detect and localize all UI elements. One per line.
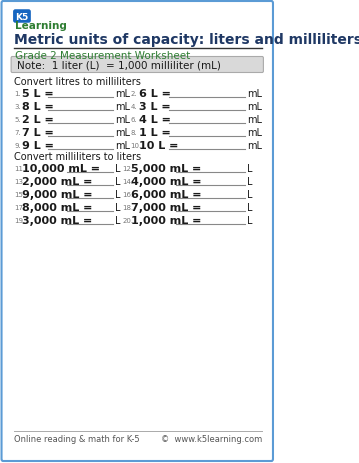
Text: L: L <box>247 216 252 225</box>
Text: 8 L =: 8 L = <box>22 102 54 112</box>
Text: mL: mL <box>247 141 262 150</box>
Text: 18.: 18. <box>123 205 134 211</box>
Text: 13.: 13. <box>15 179 26 185</box>
Text: 9.: 9. <box>15 143 21 149</box>
Text: 7.: 7. <box>15 130 21 136</box>
Text: 5.: 5. <box>15 117 21 123</box>
Text: mL: mL <box>247 115 262 125</box>
Text: L: L <box>115 176 121 187</box>
Text: L: L <box>115 202 121 213</box>
Text: L: L <box>247 163 252 174</box>
Text: 1.: 1. <box>15 91 21 97</box>
Text: mL: mL <box>115 128 130 138</box>
Text: 3.: 3. <box>15 104 21 110</box>
Text: L: L <box>247 189 252 200</box>
Text: 4.: 4. <box>130 104 137 110</box>
Text: 9,000 mL =: 9,000 mL = <box>22 189 93 200</box>
Text: 1 L =: 1 L = <box>139 128 171 138</box>
Text: 10,000 mL =: 10,000 mL = <box>22 163 100 174</box>
Text: mL: mL <box>115 102 130 112</box>
Text: 10 L =: 10 L = <box>139 141 178 150</box>
Text: L: L <box>115 216 121 225</box>
Text: L: L <box>115 189 121 200</box>
Text: 8,000 mL =: 8,000 mL = <box>22 202 93 213</box>
Text: 2.: 2. <box>130 91 137 97</box>
Text: 9 L =: 9 L = <box>22 141 54 150</box>
Text: mL: mL <box>115 89 130 99</box>
Text: 7 L =: 7 L = <box>22 128 54 138</box>
Text: 14.: 14. <box>123 179 134 185</box>
Text: Note:  1 liter (L)  = 1,000 milliliter (mL): Note: 1 liter (L) = 1,000 milliliter (mL… <box>17 60 221 70</box>
Text: mL: mL <box>247 89 262 99</box>
Text: 10.: 10. <box>130 143 141 149</box>
Text: 17.: 17. <box>15 205 26 211</box>
Text: 15.: 15. <box>15 192 26 198</box>
Text: L: L <box>115 163 121 174</box>
Text: 4 L =: 4 L = <box>139 115 171 125</box>
Text: 11.: 11. <box>15 166 26 172</box>
Text: mL: mL <box>115 141 130 150</box>
Text: K5: K5 <box>15 13 29 21</box>
Text: Grade 2 Measurement Worksheet: Grade 2 Measurement Worksheet <box>15 51 191 61</box>
Text: L: L <box>247 176 252 187</box>
FancyBboxPatch shape <box>11 57 264 73</box>
Text: 8.: 8. <box>130 130 137 136</box>
Text: 5 L =: 5 L = <box>22 89 54 99</box>
Text: mL: mL <box>247 128 262 138</box>
Text: 6 L =: 6 L = <box>139 89 171 99</box>
Text: 7,000 mL =: 7,000 mL = <box>131 202 201 213</box>
Text: 3,000 mL =: 3,000 mL = <box>22 216 93 225</box>
Text: Metric units of capacity: liters and milliliters: Metric units of capacity: liters and mil… <box>14 33 359 47</box>
Text: 12.: 12. <box>123 166 134 172</box>
Text: 5,000 mL =: 5,000 mL = <box>131 163 201 174</box>
Text: 3 L =: 3 L = <box>139 102 171 112</box>
Text: ©  www.k5learning.com: © www.k5learning.com <box>161 435 262 444</box>
Text: mL: mL <box>247 102 262 112</box>
Text: Learning: Learning <box>15 21 67 31</box>
Text: Online reading & math for K-5: Online reading & math for K-5 <box>14 435 139 444</box>
FancyBboxPatch shape <box>1 2 273 461</box>
Text: 2,000 mL =: 2,000 mL = <box>22 176 93 187</box>
Text: 20.: 20. <box>123 218 134 224</box>
Text: Convert milliliters to liters: Convert milliliters to liters <box>14 152 141 162</box>
Text: 1,000 mL =: 1,000 mL = <box>131 216 201 225</box>
Text: 4,000 mL =: 4,000 mL = <box>131 176 202 187</box>
Text: 16.: 16. <box>123 192 134 198</box>
Text: 6.: 6. <box>130 117 137 123</box>
Text: Convert litres to milliliters: Convert litres to milliliters <box>14 77 141 87</box>
Text: mL: mL <box>115 115 130 125</box>
Text: L: L <box>247 202 252 213</box>
Text: 19.: 19. <box>15 218 26 224</box>
Text: 2 L =: 2 L = <box>22 115 54 125</box>
Text: 6,000 mL =: 6,000 mL = <box>131 189 202 200</box>
